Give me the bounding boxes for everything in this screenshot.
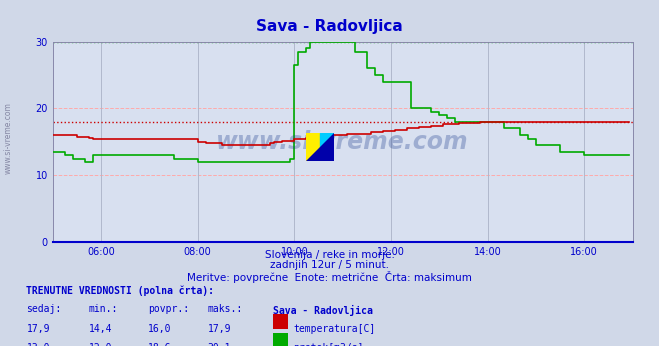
Text: www.si-vreme.com: www.si-vreme.com bbox=[4, 102, 13, 174]
Polygon shape bbox=[306, 133, 334, 161]
Text: Sava - Radovljica: Sava - Radovljica bbox=[256, 19, 403, 34]
Text: 14,4: 14,4 bbox=[89, 324, 113, 334]
Text: 16,0: 16,0 bbox=[148, 324, 172, 334]
Text: Slovenija / reke in morje.: Slovenija / reke in morje. bbox=[264, 250, 395, 260]
Bar bbox=[320, 133, 334, 161]
Bar bbox=[306, 133, 320, 161]
Text: Meritve: povprečne  Enote: metrične  Črta: maksimum: Meritve: povprečne Enote: metrične Črta:… bbox=[187, 271, 472, 283]
Text: sedaj:: sedaj: bbox=[26, 304, 61, 315]
Text: 12,0: 12,0 bbox=[89, 343, 113, 346]
Text: 17,9: 17,9 bbox=[208, 324, 231, 334]
Text: 13,0: 13,0 bbox=[26, 343, 50, 346]
Text: pretok[m3/s]: pretok[m3/s] bbox=[293, 343, 364, 346]
Text: povpr.:: povpr.: bbox=[148, 304, 189, 315]
Text: TRENUTNE VREDNOSTI (polna črta):: TRENUTNE VREDNOSTI (polna črta): bbox=[26, 285, 214, 296]
Text: temperatura[C]: temperatura[C] bbox=[293, 324, 376, 334]
Text: maks.:: maks.: bbox=[208, 304, 243, 315]
Text: Sava - Radovljica: Sava - Radovljica bbox=[273, 304, 374, 316]
Text: min.:: min.: bbox=[89, 304, 119, 315]
Text: 17,9: 17,9 bbox=[26, 324, 50, 334]
Text: zadnjih 12ur / 5 minut.: zadnjih 12ur / 5 minut. bbox=[270, 260, 389, 270]
Text: 18,6: 18,6 bbox=[148, 343, 172, 346]
Text: www.si-vreme.com: www.si-vreme.com bbox=[216, 130, 469, 154]
Text: 30,1: 30,1 bbox=[208, 343, 231, 346]
